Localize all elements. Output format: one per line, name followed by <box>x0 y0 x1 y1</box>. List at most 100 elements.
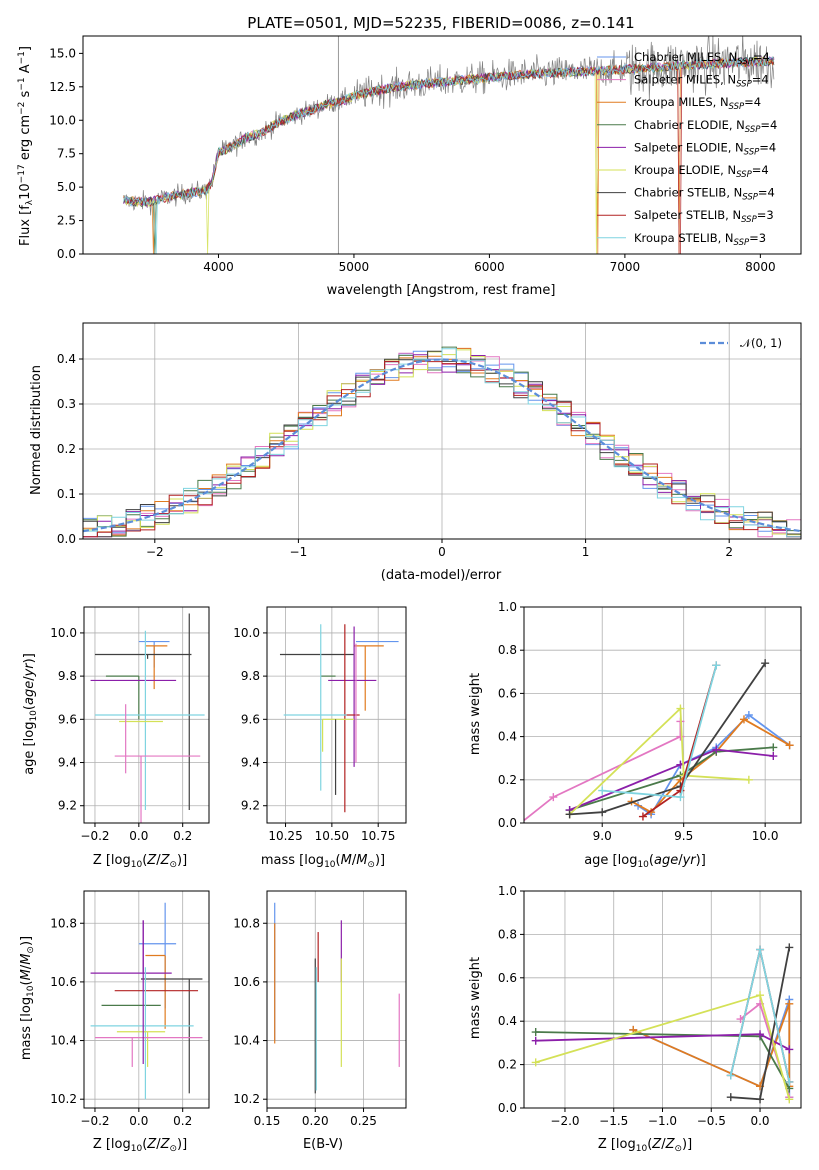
massweight-point-marker <box>756 945 765 954</box>
y-tick-label: 10.6 <box>233 975 260 989</box>
y-tick-label: 9.6 <box>241 712 260 726</box>
y-tick-label: 12.5 <box>49 80 76 94</box>
x-tick-label: 0.0 <box>750 1114 769 1128</box>
axes-frame <box>82 322 802 540</box>
x-tick-label: 0.15 <box>254 1114 281 1128</box>
massweight-point-marker <box>785 943 794 952</box>
residual-histogram-step <box>83 348 801 539</box>
mass-vs-Z-panel: −0.2 0.0 0.2 10.2 10.4 10.6 10.8 Z [log10(Z/Z⊙… <box>19 890 210 1154</box>
massweight-point-marker <box>531 1058 540 1067</box>
massweight-point-marker <box>712 745 721 754</box>
massweight-vs-Z-ylabel: mass weight <box>468 957 483 1039</box>
massweight-series-line <box>568 706 749 816</box>
spectrum-title: PLATE=0501, MJD=52235, FIBERID=0086, z=0… <box>247 14 634 32</box>
y-tick-label: 0.4 <box>498 1014 517 1028</box>
massweight-point-marker <box>756 1095 765 1104</box>
legend-label: Salpeter MILES, NSSP=4 <box>634 73 769 90</box>
y-tick-label: 10.4 <box>50 1034 77 1048</box>
axes-frame <box>266 890 407 1109</box>
y-tick-label: 0.4 <box>498 730 517 744</box>
residuals-legend: 𝒩(0, 1) <box>700 336 782 350</box>
x-tick-label: 7000 <box>610 260 641 274</box>
x-tick-label: 6000 <box>474 260 505 274</box>
massweight-point-marker <box>531 1036 540 1045</box>
age-vs-Z-panel: −0.2 0.0 0.2 9.2 9.4 9.6 9.8 10.0 Z [log10(Z/Z⊙… <box>22 606 210 870</box>
y-tick-label: 9.4 <box>58 756 77 770</box>
x-tick-label: −1.0 <box>648 1114 677 1128</box>
legend-label: Chabrier STELIB, NSSP=4 <box>634 186 775 203</box>
massweight-point-marker <box>785 741 794 750</box>
y-tick-label: 0.0 <box>57 532 76 546</box>
massweight-point-marker <box>676 732 685 741</box>
x-tick-label: 10.50 <box>315 829 349 843</box>
massweight-point-marker <box>598 808 607 817</box>
massweight-point-marker <box>726 1093 735 1102</box>
residuals-ylabel: Normed distribution <box>29 365 44 495</box>
massweight-vs-age-xlabel: age [log10(age/yr)] <box>584 853 706 870</box>
mass-vs-Z-ylabel: mass [log10(M/M⊙)] <box>19 936 36 1060</box>
massweight-point-marker <box>785 1045 794 1054</box>
massweight-series-line <box>569 748 774 811</box>
legend-label: Salpeter ELODIE, NSSP=4 <box>634 140 776 157</box>
x-tick-label: 0.0 <box>129 829 148 843</box>
x-tick-label: −1.5 <box>599 1114 628 1128</box>
massweight-point-marker <box>638 812 647 821</box>
spectrum-ylabel: Flux [fλ10−17 erg cm−2 s−1 A−1] <box>17 46 35 246</box>
y-tick-label: 9.4 <box>241 756 260 770</box>
y-tick-label: 9.2 <box>58 799 77 813</box>
x-tick-label: 2 <box>725 545 733 559</box>
y-tick-label: 2.5 <box>57 214 76 228</box>
spectrum-legend: Chabrier MILES, NSSP=4 Salpeter MILES, NS… <box>597 50 777 248</box>
x-tick-label: −2.0 <box>550 1114 579 1128</box>
massweight-point-marker <box>785 1095 794 1104</box>
legend-label: Chabrier MILES, NSSP=4 <box>634 50 770 67</box>
massweight-vs-age-panel: 9.0 9.5 10.0 0.0 0.2 0.4 0.6 0.8 1.0 age [log10(… <box>468 600 802 870</box>
x-tick-label: 0.2 <box>173 1114 192 1128</box>
age-vs-mass-panel: 10.25 10.50 10.75 9.2 9.4 9.6 9.8 10.0 mass [lo… <box>233 606 407 870</box>
axes-frame <box>82 35 802 255</box>
x-tick-label: 0.2 <box>173 829 192 843</box>
y-tick-label: 0.2 <box>57 442 76 456</box>
y-tick-label: 10.0 <box>50 626 77 640</box>
massweight-series-line <box>524 721 682 822</box>
y-tick-label: 10.0 <box>233 626 260 640</box>
x-tick-label: 10.75 <box>361 829 395 843</box>
x-tick-label: −0.5 <box>697 1114 726 1128</box>
y-tick-label: 0.2 <box>498 773 517 787</box>
massweight-point-marker <box>756 991 765 1000</box>
massweight-point-marker <box>712 661 721 670</box>
residuals-xlabel: (data-model)/error <box>381 568 502 583</box>
axes-frame <box>83 606 210 824</box>
model-spectrum-line <box>123 56 775 254</box>
y-tick-label: 10.8 <box>50 916 77 930</box>
y-tick-label: 1.0 <box>498 884 517 898</box>
y-tick-label: 0.3 <box>57 397 76 411</box>
massweight-point-marker <box>676 704 685 713</box>
massweight-vs-Z-panel: −2.0 −1.5 −1.0 −0.5 0.0 0.0 0.2 0.4 0.6 0.8 1.0 Z … <box>468 884 802 1154</box>
spectrum-xlabel: wavelength [Angstrom, rest frame] <box>327 283 556 298</box>
x-tick-label: 9.5 <box>674 829 693 843</box>
y-tick-label: 5.0 <box>57 180 76 194</box>
massweight-vs-Z-xlabel: Z [log10(Z/Z⊙)] <box>598 1137 692 1154</box>
x-tick-label: 0.20 <box>302 1114 329 1128</box>
massweight-point-marker <box>565 810 574 819</box>
age-vs-mass-xlabel: mass [log10(M/M⊙)] <box>261 853 385 870</box>
legend-label: Chabrier ELODIE, NSSP=4 <box>634 118 777 135</box>
residual-histogram-step <box>83 360 801 539</box>
y-tick-label: 0.0 <box>498 816 517 830</box>
y-tick-label: 0.8 <box>498 643 517 657</box>
residuals-panel: −2 −1 0 1 2 0.0 0.1 0.2 0.3 0.4 𝒩(0, 1) (data-mod… <box>29 322 802 583</box>
legend-label: Kroupa STELIB, NSSP=3 <box>634 231 766 248</box>
massweight-point-marker <box>761 659 770 668</box>
y-tick-label: 10.4 <box>233 1034 260 1048</box>
mass-vs-Z-xlabel: Z [log10(Z/Z⊙)] <box>93 1137 187 1154</box>
massweight-point-marker <box>785 1077 794 1086</box>
legend-label: Salpeter STELIB, NSSP=3 <box>634 208 774 225</box>
x-tick-label: 10.25 <box>268 829 302 843</box>
axes-frame <box>266 606 407 824</box>
legend-label: Kroupa MILES, NSSP=4 <box>634 95 761 112</box>
y-tick-label: 0.1 <box>57 487 76 501</box>
massweight-series-line <box>631 718 791 814</box>
x-tick-label: −2 <box>146 545 164 559</box>
